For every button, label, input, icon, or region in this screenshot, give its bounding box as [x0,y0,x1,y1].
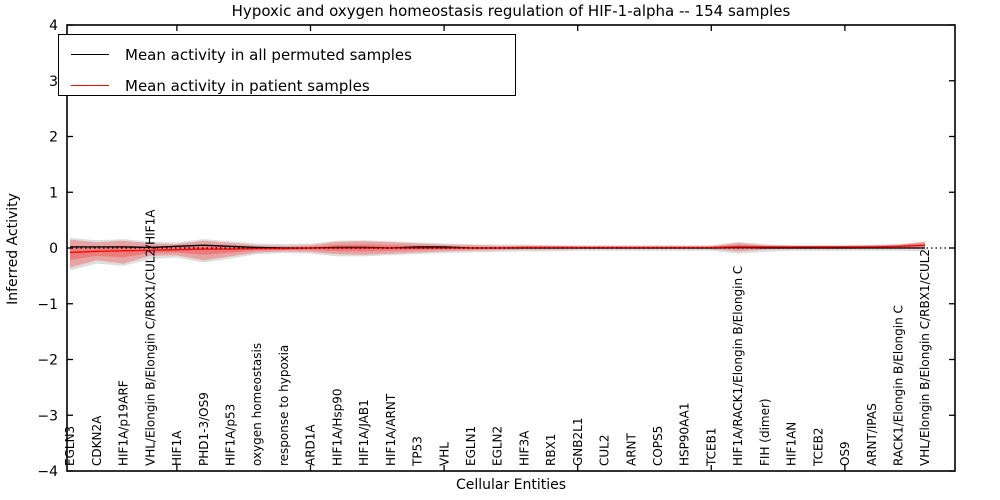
y-tick-label: −1 [37,297,58,313]
x-entity-label: EGLN1 [464,426,478,466]
x-entity-label: VHL [437,442,451,466]
patient-samples-band [70,239,926,268]
x-entity-label: VHL/Elongin B/Elongin C/RBX1/CUL2 [918,249,932,466]
x-entity-label: ARNT [624,432,638,466]
x-entity-label: ARNT/IPAS [865,403,879,466]
x-entity-label: HIF1A [170,430,184,466]
x-entity-label: HIF1A/ARNT [384,393,398,466]
x-entity-label: TCEB1 [704,428,718,467]
x-entity-label: EGLN2 [491,426,505,466]
x-entity-label: TP53 [411,436,425,467]
x-entity-label: oxygen homeostasis [250,343,264,466]
x-entity-label: HIF1A/JAB1 [357,399,371,466]
x-entity-label: FIH (dimer) [758,398,772,466]
x-entity-label: HIF1A/RACK1/Elongin B/Elongin C [731,266,745,466]
x-entity-label: RACK1/Elongin B/Elongin C [892,305,906,466]
y-tick-label: −3 [37,408,58,424]
x-entity-label: COPS5 [651,426,665,466]
x-entity-label: HSP90AA1 [678,402,692,466]
x-entity-label: CDKN2A [90,415,104,466]
x-entity-label: HIF3A [517,430,531,466]
patient-mean-line [69,244,926,254]
legend-line-black-icon [71,54,109,55]
x-entity-label: HIF1A/Hsp90 [330,388,344,466]
x-entity-label: HIF1AN [785,422,799,466]
y-tick-label: −2 [37,353,58,369]
y-tick-label: 3 [49,74,58,90]
x-entity-label: VHL/Elongin B/Elongin C/RBX1/CUL2/HIF1A [143,209,157,466]
legend-label: Mean activity in all permuted samples [125,45,412,64]
chart-title: Hypoxic and oxygen homeostasis regulatio… [231,2,791,20]
legend-entry-patient: Mean activity in patient samples [59,70,515,101]
y-tick-label: 4 [49,18,58,34]
x-entity-label: ARD1A [304,424,318,466]
x-entity-label: EGLN3 [63,426,77,466]
y-tick-label: 1 [49,185,58,201]
x-entity-label: PHD1-3/OS9 [197,392,211,466]
permuted-samples-band [70,237,926,271]
y-tick-label: 2 [49,130,58,146]
x-entity-label: CUL2 [598,435,612,466]
y-tick-label: −4 [37,464,58,480]
x-entity-label: GNB2L1 [571,418,585,466]
x-entity-label: HIF1A/p53 [224,404,238,466]
x-entity-label: response to hypoxia [277,345,291,466]
x-entity-label: HIF1A/p19ARF [117,380,131,466]
x-entity-label: OS9 [838,441,852,466]
legend-label: Mean activity in patient samples [125,76,370,95]
x-entity-label: TCEB2 [811,428,825,467]
legend-entry-permuted: Mean activity in all permuted samples [59,39,515,70]
legend-line-red-icon [71,85,109,86]
x-axis-label: Cellular Entities [455,477,567,493]
x-entity-label: RBX1 [544,434,558,466]
y-tick-label: 0 [49,241,58,257]
legend-box: Mean activity in all permuted samples Me… [58,34,516,96]
